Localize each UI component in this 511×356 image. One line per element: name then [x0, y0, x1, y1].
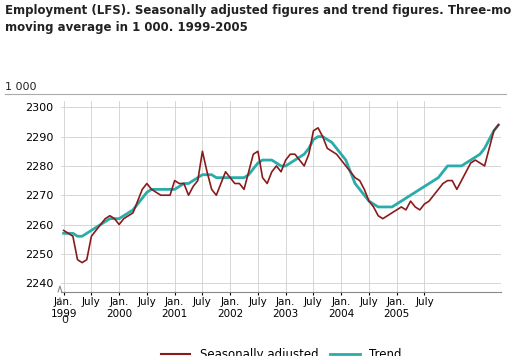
Text: Employment (LFS). Seasonally adjusted figures and trend figures. Three-month
mov: Employment (LFS). Seasonally adjusted fi…	[5, 4, 511, 33]
Text: 0: 0	[61, 315, 68, 325]
Legend: Seasonally adjusted, Trend: Seasonally adjusted, Trend	[156, 344, 406, 356]
Text: 1 000: 1 000	[5, 82, 37, 92]
